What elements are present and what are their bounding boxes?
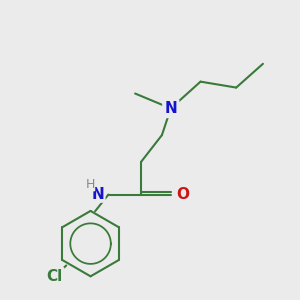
Text: O: O	[176, 187, 189, 202]
Text: Cl: Cl	[46, 269, 62, 284]
Text: H: H	[85, 178, 94, 191]
Text: N: N	[164, 101, 177, 116]
Text: N: N	[92, 187, 105, 202]
